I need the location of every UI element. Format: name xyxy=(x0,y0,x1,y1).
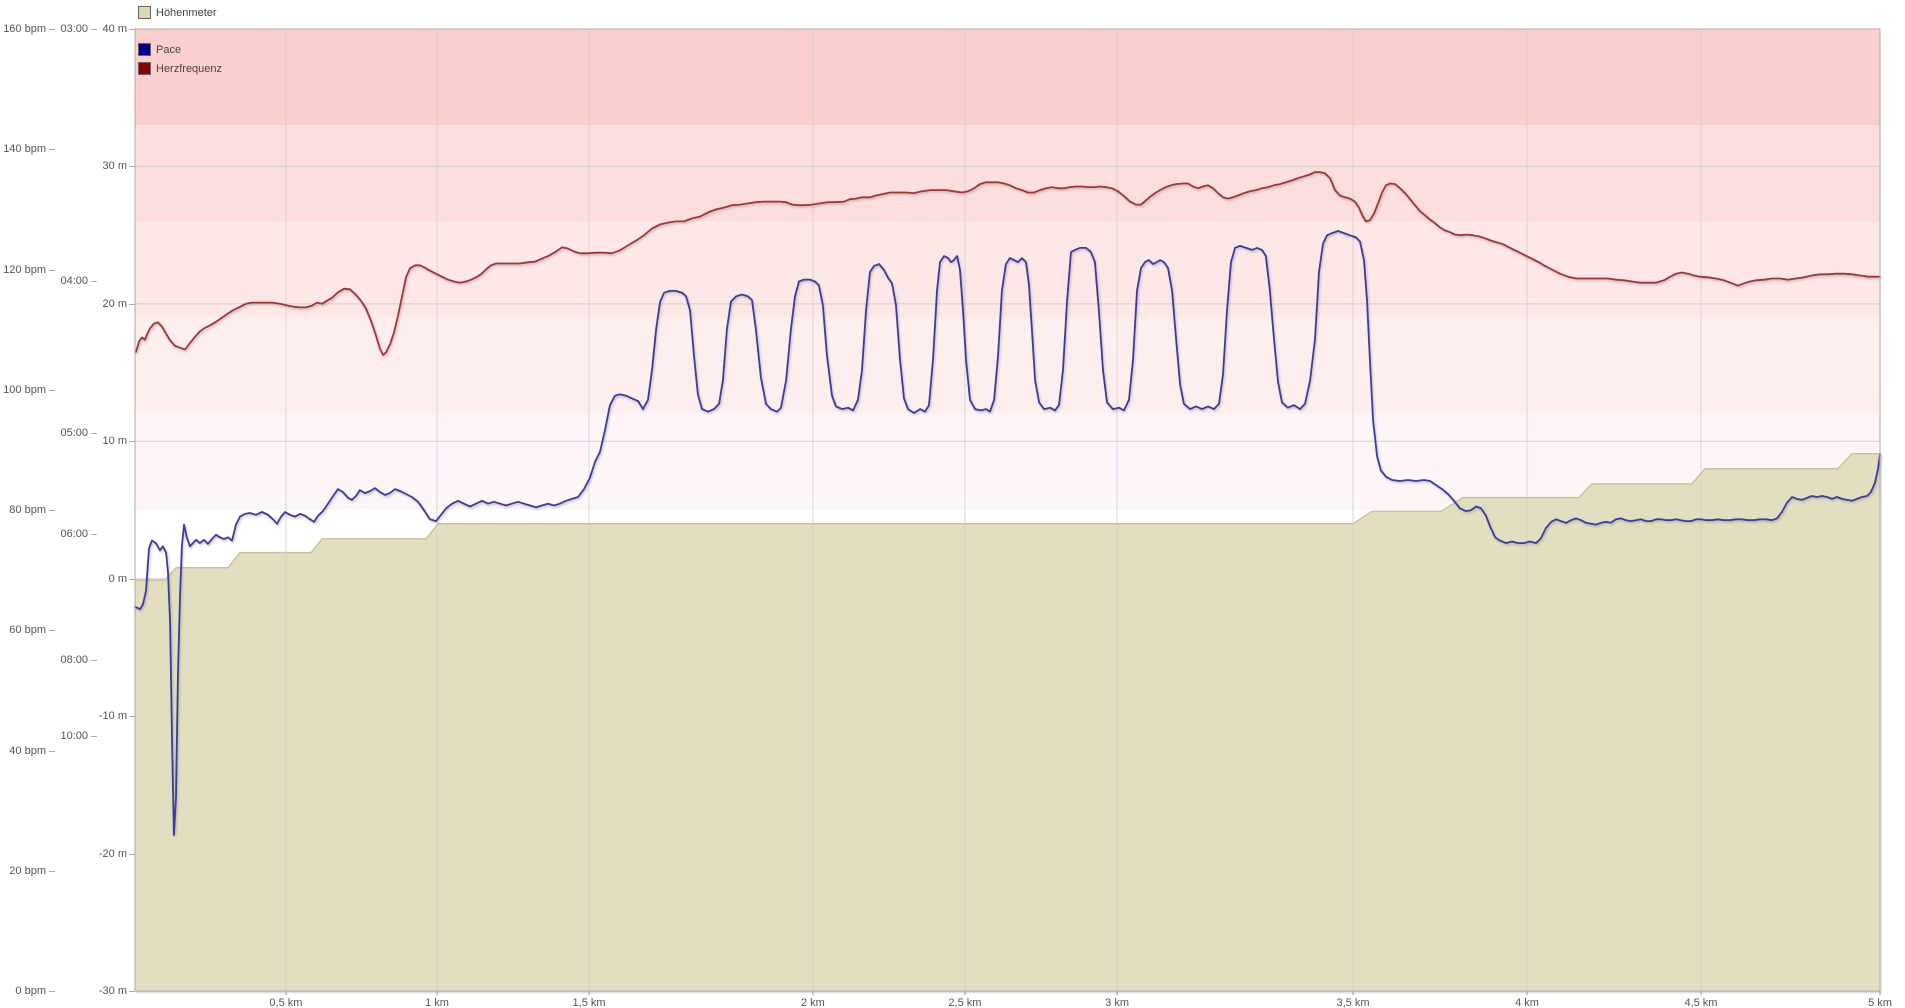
axis-tick-label: 120 bpm xyxy=(3,263,46,276)
axis-tick-label: 100 bpm xyxy=(3,383,46,396)
axis-tick-label: 20 m xyxy=(102,297,127,310)
axis-tick-label: 10 m xyxy=(102,435,127,448)
axis-tick-label: 140 bpm xyxy=(3,143,46,156)
heartrate-legend-swatch-icon xyxy=(138,62,151,75)
axis-tick-label: 160 bpm xyxy=(3,23,46,35)
elevation-area-edge xyxy=(135,452,1880,581)
hr-zone-band xyxy=(135,29,1880,126)
axis-tick-mark xyxy=(49,149,55,151)
legend-item-heartrate[interactable]: Herzfrequenz xyxy=(138,62,222,75)
axis-tick-mark xyxy=(49,389,55,391)
axis-tick-mark xyxy=(49,630,55,632)
hr-zone-band xyxy=(135,125,1880,222)
axis-tick-mark xyxy=(91,28,97,30)
x-axis-tick-label: 4,5 km xyxy=(1684,997,1718,1008)
axis-tick-label: 05:00 xyxy=(60,426,88,439)
legend-item-pace[interactable]: Pace xyxy=(138,43,181,56)
axis-tick-label: 04:00 xyxy=(60,275,88,288)
axis-tick-label: 80 bpm xyxy=(9,504,46,516)
axis-tick-mark xyxy=(49,750,55,752)
x-axis-tick-label: 2 km xyxy=(801,997,825,1008)
axis-tick-label: 30 m xyxy=(102,160,127,173)
axis-tick-label: 0 bpm xyxy=(15,985,46,997)
axis-tick-mark xyxy=(91,533,97,535)
x-axis-tick-label: 2,5 km xyxy=(948,997,982,1008)
axis-tick-label: 08:00 xyxy=(60,654,88,667)
x-axis-tick-label: 5 km xyxy=(1868,997,1892,1008)
axis-tick-mark xyxy=(129,441,135,443)
pace-line xyxy=(134,230,1881,836)
axis-tick-label: -30 m xyxy=(98,985,127,997)
x-axis-tick-label: 3,5 km xyxy=(1336,997,1370,1008)
axis-tick-label: 20 bpm xyxy=(9,864,46,877)
axis-tick-mark xyxy=(91,281,97,283)
x-axis-tick-label: 1 km xyxy=(425,997,449,1008)
legend-item-elevation[interactable]: Höhenmeter xyxy=(138,6,217,19)
hr-zone-band xyxy=(135,317,1880,414)
axis-tick-label: 0 m xyxy=(108,572,127,585)
axis-tick-mark xyxy=(91,432,97,434)
axis-tick-mark xyxy=(49,870,55,872)
axis-tick-label: -20 m xyxy=(98,847,127,860)
x-axis-tick-label: 1,5 km xyxy=(572,997,606,1008)
axis-tick-label: 06:00 xyxy=(60,527,88,540)
axis-tick-mark xyxy=(91,660,97,662)
heartrate-line xyxy=(135,171,1881,356)
plot-border xyxy=(134,28,1881,992)
axis-tick-mark xyxy=(129,578,135,580)
x-axis-tick-label: 0,5 km xyxy=(269,997,303,1008)
axis-tick-label: 10:00 xyxy=(60,729,88,742)
axis-tick-mark xyxy=(49,510,55,511)
axis-tick-mark xyxy=(129,166,135,168)
x-axis-tick-label: 4 km xyxy=(1515,997,1539,1008)
axis-tick-label: 40 bpm xyxy=(9,744,46,757)
pace-legend-label: Pace xyxy=(156,43,182,56)
elevation-legend-swatch-icon xyxy=(138,6,151,19)
axis-tick-mark xyxy=(91,735,97,737)
axis-tick-label: -10 m xyxy=(98,710,127,723)
axis-tick-mark xyxy=(49,991,55,992)
axis-tick-label: 60 bpm xyxy=(9,624,46,637)
axis-tick-label: 03:00 xyxy=(60,22,88,35)
axis-tick-label: 40 m xyxy=(102,23,127,35)
axis-tick-mark xyxy=(129,853,135,855)
axis-tick-mark xyxy=(129,716,135,718)
elevation-area xyxy=(135,453,1880,991)
hr-zone-band xyxy=(135,221,1880,318)
axis-tick-mark xyxy=(129,29,135,30)
axis-tick-mark xyxy=(49,269,55,271)
axis-tick-mark xyxy=(49,29,55,30)
x-axis-tick-label: 3 km xyxy=(1105,997,1129,1008)
elevation-legend-label: Höhenmeter xyxy=(156,6,217,19)
pace-legend-swatch-icon xyxy=(138,43,151,56)
axis-tick-mark xyxy=(129,303,135,305)
axis-tick-mark xyxy=(129,991,135,992)
heartrate-legend-label: Herzfrequenz xyxy=(156,62,223,75)
